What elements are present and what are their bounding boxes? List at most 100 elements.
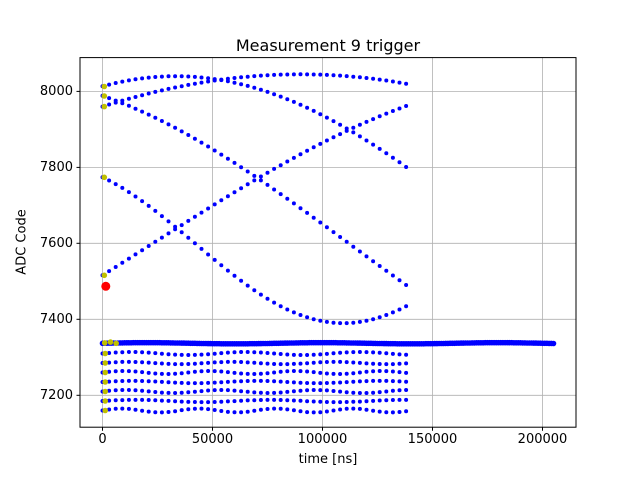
data-point bbox=[364, 361, 369, 366]
data-point bbox=[265, 371, 270, 376]
data-point bbox=[199, 406, 204, 411]
data-point bbox=[173, 352, 178, 357]
data-point bbox=[390, 155, 395, 160]
data-point bbox=[272, 187, 277, 192]
data-point bbox=[344, 128, 349, 133]
data-point bbox=[179, 399, 184, 404]
data-point bbox=[364, 318, 369, 323]
data-point bbox=[173, 391, 178, 395]
data-point bbox=[186, 362, 191, 366]
data-point bbox=[357, 360, 362, 365]
data-point bbox=[159, 410, 164, 415]
data-point bbox=[192, 369, 197, 374]
data-point bbox=[324, 409, 329, 414]
data-point bbox=[371, 408, 376, 413]
data-point bbox=[384, 268, 389, 273]
data-point bbox=[338, 359, 343, 364]
data-point bbox=[278, 390, 283, 395]
data-point bbox=[318, 388, 323, 393]
data-point bbox=[232, 160, 237, 165]
data-point bbox=[324, 381, 329, 385]
data-point bbox=[404, 370, 409, 375]
data-point bbox=[120, 398, 125, 403]
data-point bbox=[331, 408, 336, 413]
data-point bbox=[305, 369, 310, 374]
data-point bbox=[186, 399, 191, 404]
data-point bbox=[199, 140, 204, 145]
data-point bbox=[357, 122, 362, 127]
y-tick-label: 7200 bbox=[40, 388, 73, 403]
data-point bbox=[278, 369, 283, 374]
data-point bbox=[107, 369, 112, 374]
data-point bbox=[199, 75, 204, 80]
data-point bbox=[239, 82, 244, 87]
data-point bbox=[404, 104, 409, 108]
data-point bbox=[166, 361, 171, 366]
data-point bbox=[192, 400, 197, 404]
data-point bbox=[285, 407, 290, 412]
data-point bbox=[206, 407, 211, 412]
data-point bbox=[384, 389, 389, 394]
data-point bbox=[364, 379, 369, 384]
data-point bbox=[344, 371, 349, 376]
x-tick-label: 0 bbox=[98, 432, 106, 447]
data-point bbox=[278, 94, 283, 99]
data-point bbox=[153, 75, 158, 79]
data-point bbox=[258, 398, 263, 402]
data-point bbox=[225, 388, 230, 393]
data-point bbox=[384, 313, 389, 317]
data-point bbox=[179, 352, 184, 357]
data-point bbox=[384, 151, 389, 156]
data-point bbox=[239, 360, 244, 364]
data-point bbox=[239, 165, 244, 170]
data-point bbox=[159, 390, 164, 395]
data-point bbox=[324, 400, 329, 404]
data-point bbox=[305, 315, 310, 320]
data-point bbox=[364, 407, 369, 412]
data-point bbox=[252, 398, 257, 403]
data-point bbox=[272, 300, 277, 305]
data-point bbox=[272, 379, 277, 384]
data-point bbox=[192, 389, 197, 394]
data-point bbox=[146, 91, 151, 96]
data-point bbox=[166, 352, 171, 357]
data-point bbox=[199, 210, 204, 215]
data-point bbox=[364, 138, 369, 143]
data-point bbox=[364, 369, 369, 374]
data-point bbox=[291, 72, 296, 77]
data-point bbox=[245, 360, 250, 365]
data-point bbox=[298, 398, 303, 403]
data-point bbox=[153, 89, 158, 94]
data-point bbox=[377, 77, 382, 82]
data-point bbox=[232, 359, 237, 364]
data-point bbox=[258, 378, 263, 383]
data-point bbox=[338, 321, 343, 326]
data-point bbox=[298, 313, 303, 317]
data-point bbox=[324, 319, 329, 324]
data-point bbox=[384, 369, 389, 374]
data-point bbox=[272, 72, 277, 77]
data-point bbox=[153, 410, 158, 415]
data-point bbox=[199, 400, 204, 405]
data-point bbox=[245, 350, 250, 354]
data-point bbox=[285, 97, 290, 102]
data-point bbox=[219, 263, 224, 268]
data-point bbox=[331, 230, 336, 235]
data-point bbox=[252, 178, 257, 183]
data-point bbox=[324, 72, 329, 77]
data-point bbox=[258, 87, 263, 92]
data-point bbox=[239, 410, 244, 415]
data-point bbox=[159, 235, 164, 240]
data-point bbox=[377, 378, 382, 383]
data-point bbox=[120, 185, 125, 190]
data-point bbox=[357, 75, 362, 80]
data-point bbox=[404, 409, 409, 414]
data-point bbox=[232, 388, 237, 393]
data-point bbox=[298, 72, 303, 77]
data-point bbox=[324, 351, 329, 356]
data-point bbox=[186, 381, 191, 386]
data-point bbox=[285, 196, 290, 201]
data-point bbox=[179, 380, 184, 385]
x-tick-label: 200000 bbox=[518, 432, 568, 447]
data-point bbox=[133, 95, 138, 99]
